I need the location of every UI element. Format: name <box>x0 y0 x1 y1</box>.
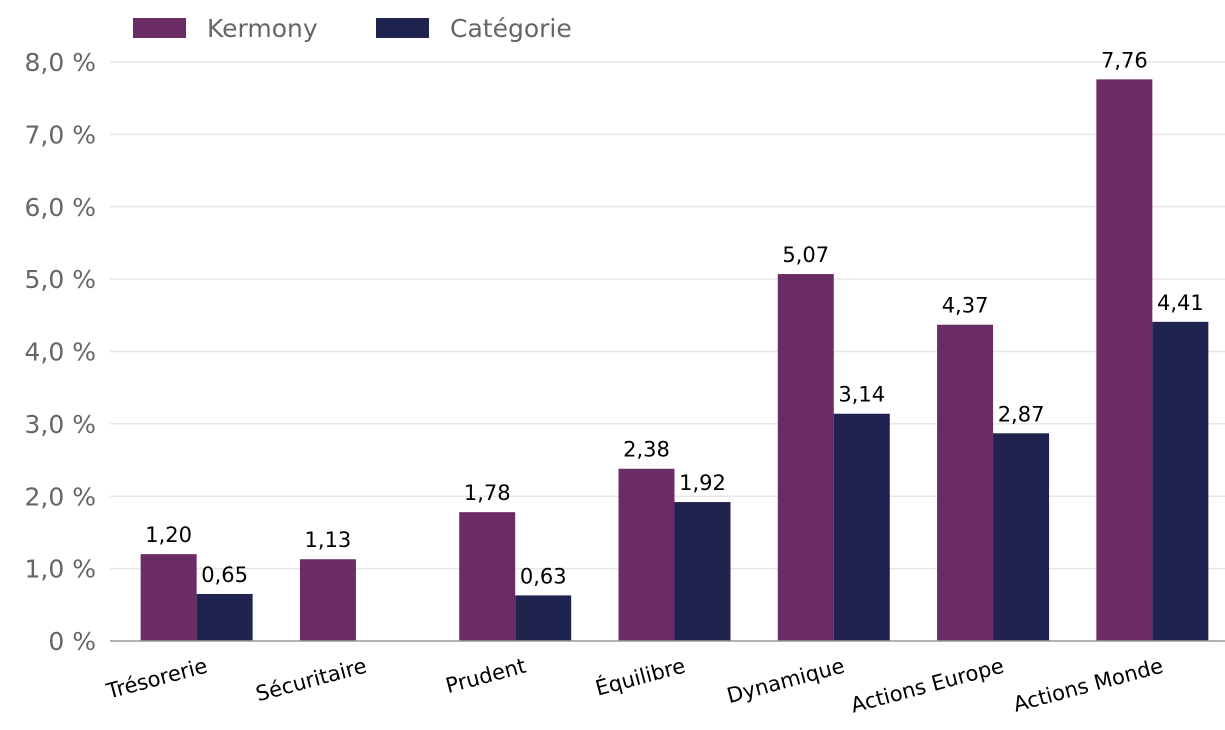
data-label: 3,14 <box>838 383 885 407</box>
y-tick-label: 5,0 % <box>25 265 96 294</box>
y-tick-label: 3,0 % <box>25 410 96 439</box>
data-label: 0,63 <box>520 564 567 588</box>
bar-kermony <box>618 468 675 641</box>
legend-label: Kermony <box>207 14 318 43</box>
data-label: 2,87 <box>998 402 1045 426</box>
y-tick-label: 2,0 % <box>25 482 96 511</box>
bar-catégorie <box>196 593 253 641</box>
data-label: 2,38 <box>623 438 670 462</box>
y-tick-label: 7,0 % <box>25 120 96 149</box>
data-label: 7,76 <box>1101 48 1148 72</box>
x-category-label: Trésorerie <box>103 654 210 704</box>
legend: Kermony Catégorie <box>133 14 572 43</box>
bar-kermony <box>937 324 994 641</box>
bar-catégorie <box>1152 321 1209 641</box>
y-axis-ticks: 0 % 1,0 % 2,0 % 3,0 % 4,0 % 5,0 % 6,0 % 7,0 % 8,… <box>25 48 96 656</box>
data-labels: 1,20 0,65 1,13 1,78 0,63 2,38 1,92 5,07 3,14 4,37… <box>145 48 1203 588</box>
x-category-label: Actions Monde <box>1011 654 1166 717</box>
x-category-label: Actions Europe <box>848 654 1006 718</box>
bar-catégorie <box>674 502 731 641</box>
data-label: 5,07 <box>782 243 829 267</box>
bar-kermony <box>299 559 356 641</box>
x-axis-categories: Trésorerie Sécuritaire Prudent Équilibre Dyn… <box>103 653 1165 718</box>
y-tick-label: 1,0 % <box>25 555 96 584</box>
bar-kermony <box>140 554 197 641</box>
bar-kermony <box>459 512 516 641</box>
y-tick-label: 0 % <box>48 627 96 656</box>
gridlines <box>110 61 1225 570</box>
data-label: 1,92 <box>679 471 726 495</box>
legend-swatch <box>133 18 186 38</box>
y-tick-label: 8,0 % <box>25 48 96 77</box>
x-category-label: Équilibre <box>593 653 688 701</box>
y-tick-label: 4,0 % <box>25 338 96 367</box>
data-label: 0,65 <box>201 563 248 587</box>
x-category-label: Prudent <box>443 654 528 698</box>
legend-swatch <box>376 18 429 38</box>
legend-label: Catégorie <box>450 14 572 43</box>
bar-catégorie <box>515 595 572 641</box>
bar-catégorie <box>993 433 1050 641</box>
bar-kermony <box>1096 79 1153 642</box>
data-label: 1,13 <box>305 528 352 552</box>
y-tick-label: 6,0 % <box>25 193 96 222</box>
bars <box>140 79 1209 642</box>
bar-catégorie <box>833 413 890 641</box>
data-label: 1,78 <box>464 481 511 505</box>
x-category-label: Dynamique <box>724 654 847 708</box>
x-category-label: Sécuritaire <box>253 654 369 707</box>
data-label: 1,20 <box>145 523 192 547</box>
bar-kermony <box>777 274 834 641</box>
data-label: 4,37 <box>942 294 989 318</box>
data-label: 4,41 <box>1157 291 1204 315</box>
